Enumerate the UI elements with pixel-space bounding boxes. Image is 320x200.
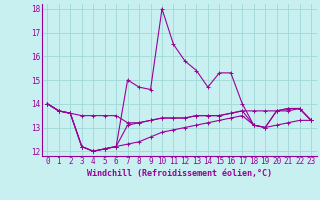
X-axis label: Windchill (Refroidissement éolien,°C): Windchill (Refroidissement éolien,°C) — [87, 169, 272, 178]
